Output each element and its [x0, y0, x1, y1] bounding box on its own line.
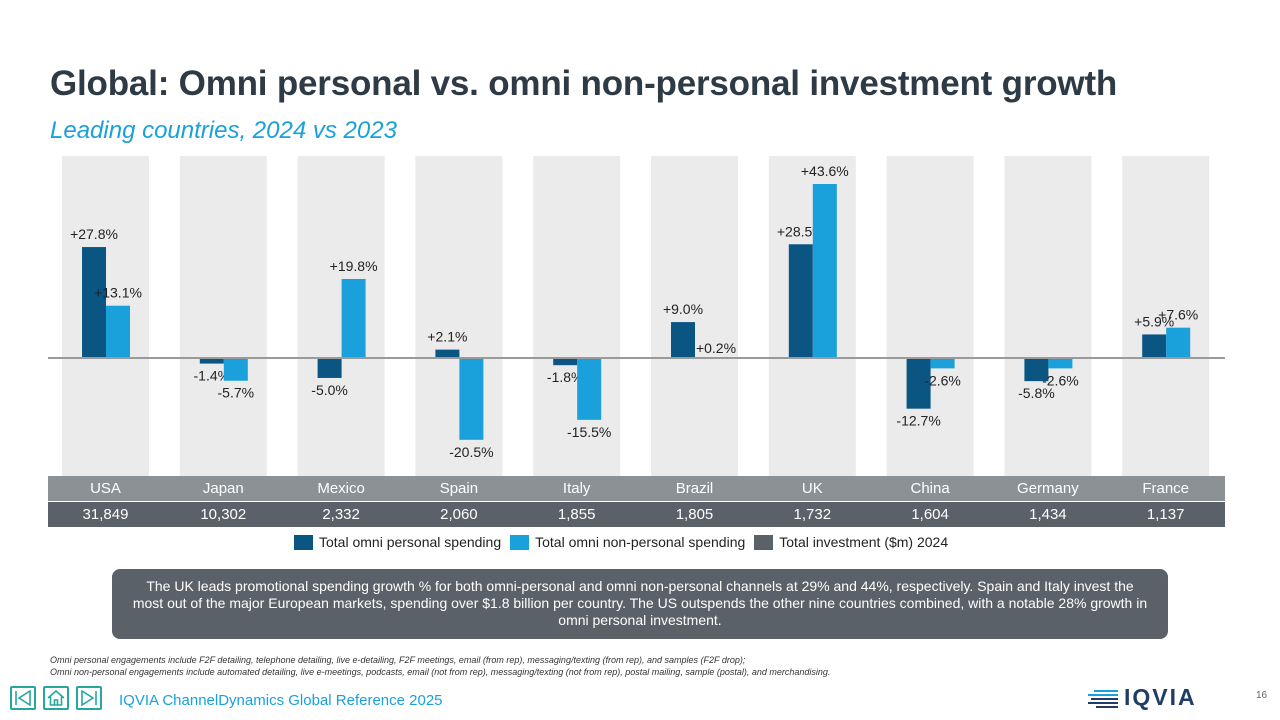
page-title: Global: Omni personal vs. omni non-perso… — [50, 64, 1118, 103]
investment-value-germany: 1,434 — [1029, 506, 1067, 523]
label-personal-china: -12.7% — [896, 413, 940, 429]
bar-personal-spain — [435, 349, 460, 358]
bar-nonpersonal-usa — [106, 305, 130, 358]
home-button[interactable] — [43, 686, 69, 710]
footnote-nonpersonal: Omni non-personal engagements include au… — [50, 667, 831, 677]
bar-personal-japan — [199, 358, 224, 364]
label-nonpersonal-italy: -15.5% — [567, 424, 611, 440]
back-button[interactable] — [10, 686, 36, 710]
bar-personal-germany — [1024, 358, 1049, 382]
investment-value-japan: 10,302 — [200, 506, 247, 523]
legend-swatch-personal — [294, 534, 313, 550]
bar-personal-usa — [82, 247, 106, 358]
label-personal-germany: -5.8% — [1018, 385, 1055, 401]
bar-nonpersonal-uk — [812, 184, 837, 358]
category-label-mexico: Mexico — [317, 480, 365, 497]
category-background-italy — [533, 156, 621, 476]
page-subtitle: Leading countries, 2024 vs 2023 — [50, 117, 397, 144]
label-personal-mexico: -5.0% — [311, 382, 348, 398]
page-number: 16 — [1256, 690, 1268, 701]
logo-text: IQVIA — [1124, 684, 1197, 710]
bar-chart: +27.8% -1.4% -5.0% +2.1% -1.8% +9.0% +28.5% -12… — [48, 156, 1225, 476]
label-nonpersonal-germany: -2.6% — [1042, 372, 1079, 388]
category-background-france — [1122, 156, 1210, 476]
bar-nonpersonal-china — [930, 358, 955, 369]
total-investment-row: 31,849 10,302 2,332 2,060 1,855 1,805 1,732 1,6… — [48, 502, 1225, 527]
legend-label-investment: Total investment ($m) 2024 — [779, 534, 949, 550]
bar-personal-china — [906, 358, 931, 409]
bar-personal-brazil — [671, 322, 695, 358]
label-nonpersonal-brazil: +0.2% — [696, 340, 736, 356]
forward-button[interactable] — [76, 686, 102, 710]
legend-swatch-nonpersonal — [510, 534, 530, 550]
back-icon — [15, 690, 31, 706]
legend-label-nonpersonal: Total omni non-personal spending — [535, 534, 746, 550]
key-insight-callout: The UK leads promotional spending growth… — [112, 569, 1168, 639]
label-nonpersonal-uk: +43.6% — [801, 163, 849, 179]
investment-value-spain: 2,060 — [440, 506, 478, 523]
footer-source: IQVIA ChannelDynamics Global Reference 2… — [119, 692, 443, 709]
label-nonpersonal-japan: -5.7% — [218, 385, 255, 401]
bar-nonpersonal-mexico — [341, 278, 366, 358]
category-background-mexico — [297, 156, 385, 476]
legend-swatch-investment — [754, 534, 774, 550]
category-label-uk: UK — [801, 480, 823, 497]
label-nonpersonal-usa: +13.1% — [94, 285, 142, 301]
bar-personal-mexico — [317, 358, 342, 378]
investment-value-brazil: 1,805 — [675, 506, 714, 523]
callout-text: The UK leads promotional spending growth… — [132, 578, 1148, 628]
home-icon — [47, 690, 65, 706]
label-personal-japan: -1.4% — [194, 368, 231, 384]
investment-value-china: 1,604 — [911, 506, 949, 523]
investment-value-usa: 31,849 — [82, 506, 129, 523]
label-personal-brazil: +9.0% — [663, 301, 703, 317]
category-background-china — [886, 156, 974, 476]
label-nonpersonal-france: +7.6% — [1158, 307, 1198, 323]
label-nonpersonal-china: -2.6% — [924, 372, 961, 388]
chart-legend: Total omni personal spending Total omni … — [294, 533, 957, 551]
label-personal-france: +5.9% — [1134, 313, 1174, 329]
label-nonpersonal-spain: -20.5% — [449, 444, 493, 460]
country-label-row: USA Japan Mexico Spain Italy Brazil UK China Ger… — [48, 476, 1225, 501]
investment-value-italy: 1,855 — [557, 506, 596, 523]
bar-personal-italy — [553, 358, 578, 366]
bar-nonpersonal-france — [1166, 327, 1191, 358]
legend-label-personal: Total omni personal spending — [319, 534, 502, 550]
iqvia-logo: IQVIA — [1088, 684, 1197, 711]
category-label-brazil: Brazil — [675, 480, 714, 497]
category-label-japan: Japan — [202, 480, 244, 497]
bar-nonpersonal-japan — [223, 358, 248, 381]
category-background-brazil — [651, 156, 738, 476]
category-label-germany: Germany — [1017, 480, 1079, 497]
investment-value-france: 1,137 — [1146, 506, 1185, 523]
logo-lines-icon — [1088, 689, 1118, 708]
bar-personal-uk — [788, 244, 813, 358]
bar-nonpersonal-italy — [577, 358, 602, 420]
label-nonpersonal-mexico: +19.8% — [330, 258, 378, 274]
category-label-spain: Spain — [439, 480, 479, 497]
bar-nonpersonal-spain — [459, 358, 484, 440]
forward-icon — [81, 690, 97, 706]
label-personal-usa: +27.8% — [70, 226, 118, 242]
investment-value-uk: 1,732 — [793, 506, 832, 523]
category-background-spain — [415, 156, 503, 476]
category-label-china: China — [910, 480, 950, 497]
footnote-personal: Omni personal engagements include F2F de… — [50, 655, 746, 665]
label-personal-uk: +28.5% — [777, 223, 825, 239]
category-label-italy: Italy — [562, 480, 591, 497]
bar-nonpersonal-germany — [1048, 358, 1073, 369]
category-background-japan — [179, 156, 267, 476]
bar-personal-france — [1142, 334, 1167, 358]
investment-value-mexico: 2,332 — [322, 506, 360, 523]
legend-item-nonpersonal: Total omni non-personal spending — [510, 534, 745, 550]
category-label-france: France — [1142, 480, 1190, 497]
legend-item-investment: Total investment ($m) 2024 — [754, 534, 948, 550]
label-personal-italy: -1.8% — [547, 369, 584, 385]
category-background-germany — [1004, 156, 1092, 476]
legend-item-personal: Total omni personal spending — [294, 534, 501, 550]
category-label-usa: USA — [90, 480, 121, 497]
label-personal-spain: +2.1% — [427, 329, 467, 345]
